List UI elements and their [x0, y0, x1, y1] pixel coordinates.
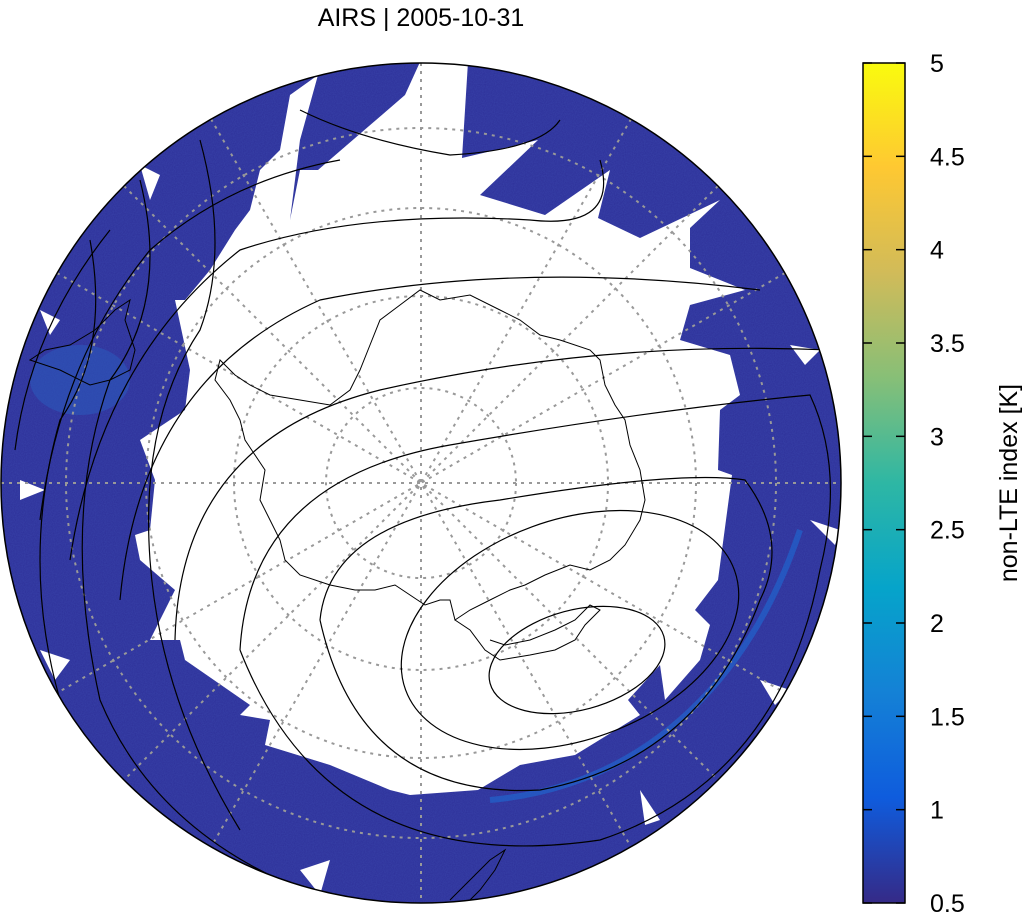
- colorbar-tick-label: 4: [930, 237, 944, 265]
- colorbar-label: non-LTE index [K]: [995, 384, 1023, 582]
- peninsula-coastline: [454, 604, 601, 661]
- gap-notch: [40, 650, 70, 680]
- colorbar-tick-label: 2.5: [930, 517, 965, 545]
- colorbar-ticks: 0.5 1 1.5 2 2.5 3 3.5 4 4.5 5: [863, 50, 965, 913]
- colorbar-tick-label: 3: [930, 423, 944, 451]
- gap-notch: [760, 680, 790, 705]
- south-america-coastline: [28, 298, 136, 386]
- colorbar-tick-label: 1: [930, 797, 944, 825]
- colorbar-tick-label: 3.5: [930, 330, 965, 358]
- no-data-region: [135, 63, 745, 795]
- colorbar: 0.5 1 1.5 2 2.5 3 3.5 4 4.5 5 non-LTE index [K]: [862, 50, 1023, 913]
- plot-title: AIRS | 2005-10-31: [318, 4, 525, 32]
- new-zealand-coastline: [449, 848, 507, 903]
- gap-notch: [810, 520, 840, 545]
- map-boundary: [0, 62, 842, 904]
- colorbar-tick-label: 1.5: [930, 703, 965, 731]
- gap-notch: [20, 480, 45, 500]
- wave-band: [489, 529, 803, 803]
- gap-notch: [40, 310, 60, 335]
- gap-notch: [140, 165, 160, 200]
- colorbar-tick-label: 4.5: [930, 143, 965, 171]
- colorbar-bar: [862, 62, 906, 904]
- colorbar-tick-label: 5: [930, 50, 944, 78]
- colorbar-tick-label: 2: [930, 610, 944, 638]
- gap-notch: [300, 860, 330, 895]
- antarctica-coastline: [214, 289, 646, 621]
- polar-map: [1, 63, 841, 903]
- colorbar-tick-label: 0.5: [930, 890, 965, 913]
- parallel-circles: [65, 127, 777, 839]
- gap-notch: [790, 345, 820, 365]
- contour-lines: [14, 109, 832, 881]
